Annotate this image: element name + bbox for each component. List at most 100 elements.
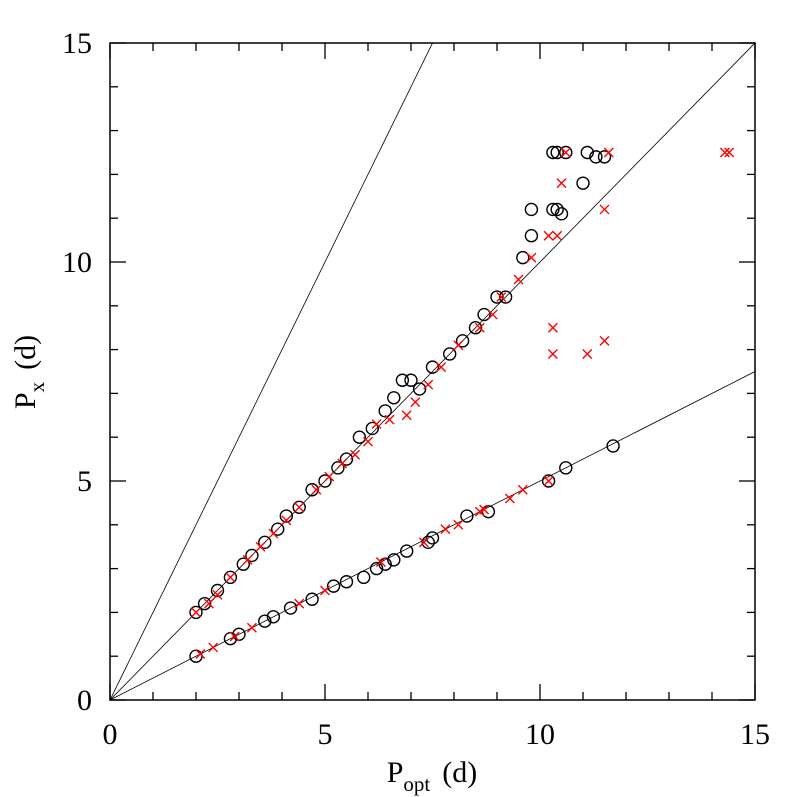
cross-point — [543, 230, 554, 241]
circle-point — [266, 610, 281, 624]
circle-point — [258, 614, 272, 628]
circle-point — [400, 544, 414, 558]
circle-point — [541, 474, 556, 488]
cross-point — [513, 274, 524, 285]
x-tick-label: 15 — [740, 718, 770, 751]
circle-point — [597, 150, 612, 164]
cross-point — [479, 504, 490, 515]
circle-point — [421, 535, 435, 550]
reference-line — [110, 43, 755, 700]
circle-point — [331, 461, 345, 475]
cross-point — [191, 607, 201, 618]
cross-point — [719, 147, 730, 158]
cross-point — [371, 419, 382, 430]
x-axis-label: Popt (d) — [387, 756, 478, 796]
cross-point — [294, 598, 305, 609]
frame — [109, 42, 756, 701]
cross-point — [375, 557, 386, 568]
cross-point — [363, 436, 373, 447]
cross-point — [526, 252, 537, 263]
y-tick-label: 15 — [62, 27, 92, 60]
circle-point — [292, 500, 306, 514]
cross-point — [195, 649, 206, 660]
circle-point — [197, 596, 212, 611]
cross-point — [603, 147, 614, 158]
cross-point — [281, 515, 292, 526]
circle-point — [210, 583, 225, 598]
cross-point — [547, 322, 558, 333]
cross-point — [560, 147, 571, 158]
circle-point — [189, 605, 203, 620]
y-label-sub: x — [25, 381, 49, 392]
circle-point — [490, 290, 504, 304]
cross-point — [337, 458, 348, 469]
reference-line — [110, 43, 433, 700]
circle-point — [387, 391, 401, 405]
circle-point — [524, 229, 539, 243]
cross-point — [242, 554, 253, 565]
cross-point — [212, 589, 223, 600]
circle-point — [404, 373, 418, 387]
circle-point — [580, 145, 594, 160]
circle-point — [258, 535, 272, 550]
circle-point — [339, 452, 354, 466]
x-label-sub: opt — [403, 772, 430, 796]
circle-point — [318, 474, 332, 488]
cross-point — [294, 502, 305, 513]
x-label-unit: (d) — [442, 756, 477, 789]
cross-point — [474, 322, 485, 333]
cross-point — [401, 410, 412, 421]
cross-point — [268, 528, 279, 539]
circle-point — [576, 176, 590, 190]
circle-point — [468, 321, 483, 335]
circle-point — [550, 145, 564, 160]
cross-point — [418, 537, 429, 548]
circle-point — [589, 150, 603, 164]
circle-point — [559, 145, 573, 160]
cross-point — [556, 178, 567, 189]
cross-point — [504, 493, 515, 504]
x-label-main: P — [387, 756, 404, 789]
circle-point — [369, 561, 384, 576]
cross-point — [453, 340, 464, 351]
circle-point — [516, 250, 530, 265]
circle-point — [498, 290, 513, 304]
circle-point — [352, 430, 367, 444]
cross-point — [324, 471, 335, 482]
circle-point — [546, 145, 560, 160]
x-tick-label: 10 — [525, 718, 555, 751]
y-tick-label: 5 — [77, 465, 92, 498]
cross-point — [496, 292, 507, 303]
circle-point — [326, 579, 341, 593]
cross-point — [311, 484, 322, 495]
y-tick-label: 10 — [62, 246, 92, 279]
circle-point — [455, 334, 470, 348]
circle-point — [412, 382, 427, 396]
circle-point — [559, 461, 573, 475]
circle-point — [606, 439, 620, 453]
circle-point — [236, 557, 251, 571]
circle-point — [395, 373, 410, 387]
y-label-main: P — [9, 392, 42, 409]
cross-point — [552, 230, 563, 241]
circle-point — [460, 509, 474, 523]
plot-area — [110, 43, 755, 700]
cross-point — [350, 449, 361, 460]
circle-point — [305, 592, 319, 606]
circle-point — [271, 522, 285, 536]
y-tick-label: 0 — [77, 684, 92, 717]
circle-point — [378, 404, 392, 418]
circle-point — [387, 553, 401, 567]
x-tick-label: 0 — [103, 718, 118, 751]
circle-point — [554, 207, 569, 221]
circle-point — [223, 570, 238, 585]
cross-point — [225, 572, 236, 583]
cross-point — [384, 414, 395, 425]
cross-point — [517, 484, 528, 495]
cross-point — [582, 348, 593, 359]
cross-point — [208, 642, 219, 653]
circle-point — [550, 202, 564, 217]
x-tick-label: 5 — [318, 718, 333, 751]
cross-point — [599, 335, 610, 346]
circle-point — [477, 307, 491, 322]
